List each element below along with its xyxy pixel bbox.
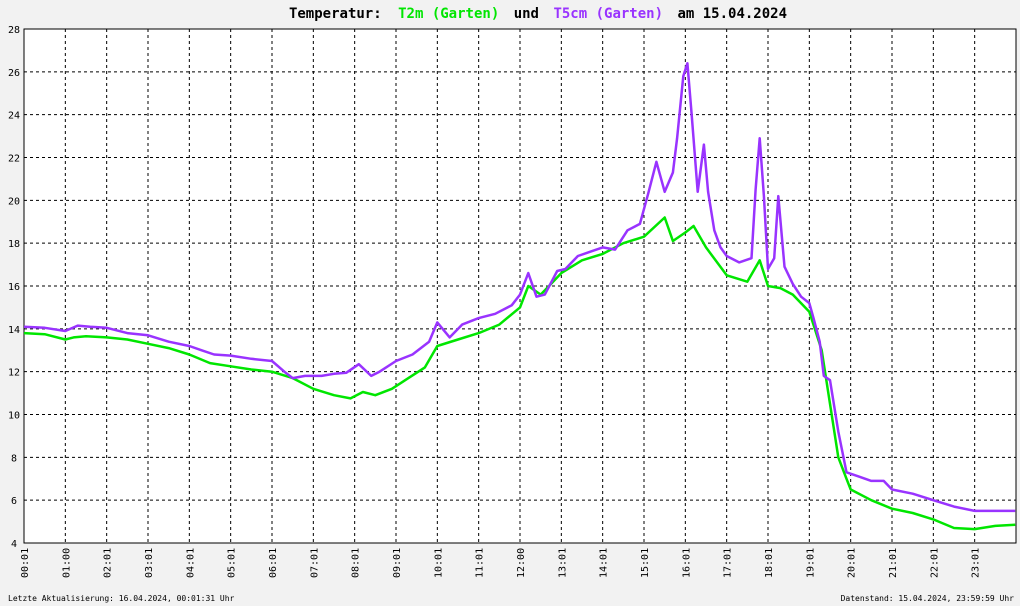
x-tick-label: 06:01: [268, 548, 279, 578]
footer-update: Letzte Aktualisierung: 16.04.2024, 00:01…: [8, 594, 235, 603]
y-tick-label: 4: [11, 539, 17, 550]
title-series2: T5cm (Garten): [553, 6, 663, 22]
x-tick-label: 19:01: [805, 548, 816, 578]
x-tick-label: 08:01: [351, 548, 362, 578]
plot-area: [23, 28, 1017, 544]
x-tick-label: 22:01: [929, 548, 940, 578]
grid: [24, 29, 1016, 543]
x-tick-label: 21:01: [888, 548, 899, 578]
title-prefix: Temperatur:: [289, 6, 382, 22]
y-tick-label: 12: [8, 368, 20, 379]
x-tick-label: 03:01: [144, 548, 155, 578]
y-tick-label: 26: [8, 68, 20, 79]
title-connector: und: [514, 6, 539, 22]
x-tick-label: 23:01: [971, 548, 982, 578]
x-tick-label: 15:01: [640, 548, 651, 578]
x-tick-label: 10:01: [433, 548, 444, 578]
footer-datastate: Datenstand: 15.04.2024, 23:59:59 Uhr: [841, 594, 1015, 603]
title-series1: T2m (Garten): [398, 6, 499, 22]
x-tick-label: 18:01: [764, 548, 775, 578]
y-tick-label: 16: [8, 282, 20, 293]
title-date: am 15.04.2024: [677, 6, 787, 22]
x-tick-label: 09:01: [392, 548, 403, 578]
y-tick-label: 6: [11, 496, 17, 507]
x-tick-label: 07:01: [309, 548, 320, 578]
x-tick-label: 13:01: [557, 548, 568, 578]
x-tick-label: 14:01: [599, 548, 610, 578]
x-tick-label: 05:01: [227, 548, 238, 578]
chart-title: Temperatur: T2m (Garten) und T5cm (Garte…: [289, 6, 787, 22]
y-tick-label: 20: [8, 196, 20, 207]
series-lines: [23, 62, 1016, 531]
x-tick-label: 12:00: [516, 548, 527, 578]
y-tick-label: 10: [8, 411, 20, 422]
x-tick-label: 17:01: [723, 548, 734, 578]
x-tick-label: 02:01: [103, 548, 114, 578]
x-tick-label: 01:00: [61, 548, 72, 578]
x-tick-label: 20:01: [847, 548, 858, 578]
series-line-t5cm: [23, 62, 1016, 513]
x-tick-label: 00:01: [20, 548, 31, 578]
x-axis: 00:01 01:00 02:01 03:01 04:01 05:01 06:01 07:01…: [20, 548, 982, 578]
y-tick-label: 14: [8, 325, 20, 336]
y-tick-label: 24: [8, 111, 20, 122]
y-tick-label: 8: [11, 453, 17, 464]
x-tick-label: 16:01: [681, 548, 692, 578]
x-tick-label: 11:01: [475, 548, 486, 578]
y-axis: 4 6 8 10 12 14 16 18 20 22 24 26 28: [8, 25, 20, 550]
y-tick-label: 28: [8, 25, 20, 36]
x-tick-label: 04:01: [185, 548, 196, 578]
y-tick-label: 22: [8, 154, 20, 165]
y-tick-label: 18: [8, 239, 20, 250]
